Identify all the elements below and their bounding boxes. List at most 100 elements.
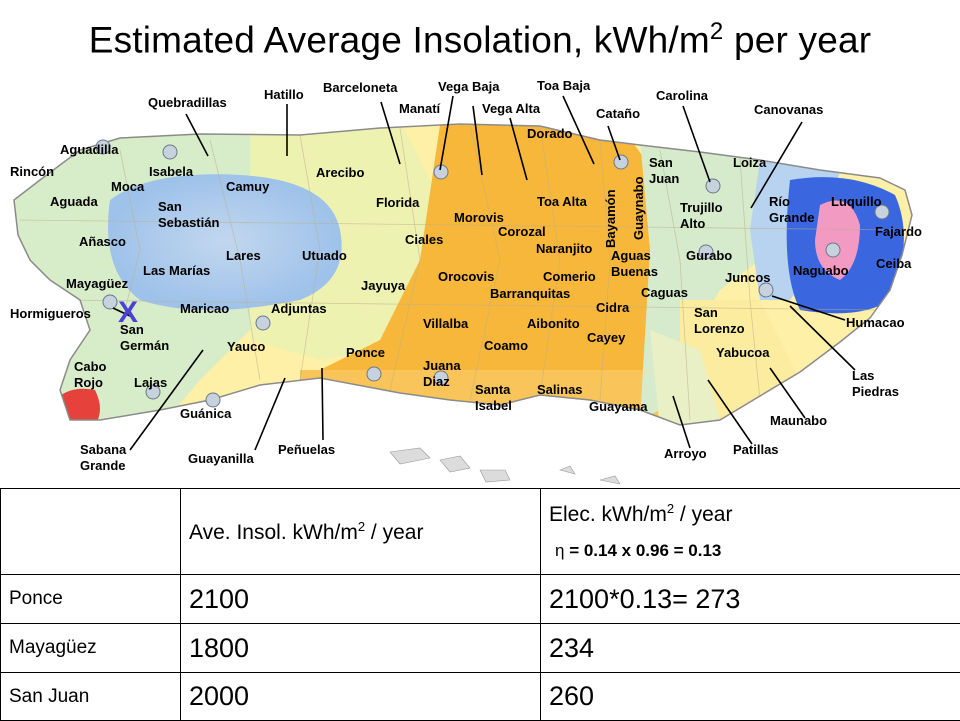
label-san-german: San Germán <box>120 322 169 354</box>
label-guaynabo: Guaynabo <box>631 176 646 240</box>
label-arecibo: Arecibo <box>316 165 364 181</box>
label-adjuntas: Adjuntas <box>271 301 327 317</box>
table-row: Ponce 2100 2100*0.13= 273 <box>1 575 960 624</box>
label-naranjito: Naranjito <box>536 241 592 257</box>
label-maunabo: Maunabo <box>770 413 827 429</box>
efficiency-formula: η = 0.14 x 0.96 = 0.13 <box>549 541 960 561</box>
eta-formula-text: = 0.14 x 0.96 = 0.13 <box>564 541 721 560</box>
title-superscript: 2 <box>710 18 724 45</box>
label-manati: Manatí <box>399 101 440 117</box>
header-electricity-text: Elec. kWh/m <box>549 503 667 526</box>
label-ponce: Ponce <box>346 345 385 361</box>
label-jayuya: Jayuya <box>361 278 405 294</box>
label-utuado: Utuado <box>302 248 347 264</box>
label-camuy: Camuy <box>226 179 269 195</box>
table-row: San Juan 2000 260 <box>1 673 960 721</box>
label-cidra: Cidra <box>596 300 629 316</box>
label-luquillo: Luquillo <box>831 194 882 210</box>
label-hormigueros: Hormigueros <box>10 306 91 322</box>
label-fajardo: Fajardo <box>875 224 922 240</box>
header-electricity-line: Elec. kWh/m2 / year <box>549 501 960 527</box>
label-ciales: Ciales <box>405 232 443 248</box>
label-corozal: Corozal <box>498 224 546 240</box>
label-rio-grande: Río Grande <box>769 194 815 226</box>
label-isabela: Isabela <box>149 164 193 180</box>
label-ceiba: Ceiba <box>876 256 911 272</box>
label-catano: Cataño <box>596 106 640 122</box>
label-salinas: Salinas <box>537 382 583 398</box>
label-florida: Florida <box>376 195 419 211</box>
label-vega-alta: Vega Alta <box>482 101 540 117</box>
label-sabana-grande: Sabana Grande <box>80 442 126 474</box>
header-insolation-sup: 2 <box>358 519 365 534</box>
table-header-row: Ave. Insol. kWh/m2 / year Elec. kWh/m2 /… <box>1 489 960 575</box>
label-humacao: Humacao <box>846 315 905 331</box>
row-electricity: 234 <box>541 624 960 673</box>
label-morovis: Morovis <box>454 210 504 226</box>
label-aguadilla: Aguadilla <box>60 142 119 158</box>
label-naguabo: Naguabo <box>793 263 849 279</box>
label-toa-alta: Toa Alta <box>537 194 587 210</box>
label-coamo: Coamo <box>484 338 528 354</box>
label-guayanilla: Guayanilla <box>188 451 254 467</box>
label-moca: Moca <box>111 179 144 195</box>
row-city: Mayagüez <box>1 624 181 673</box>
label-aguas-buenas: Aguas Buenas <box>611 248 658 280</box>
label-loiza: Loiza <box>733 155 766 171</box>
header-insolation-suffix: / year <box>365 521 423 544</box>
label-orocovis: Orocovis <box>438 269 494 285</box>
title-text: Estimated Average Insolation, kWh/m <box>89 19 710 60</box>
label-bayamon: Bayamón <box>603 189 618 248</box>
label-quebradillas: Quebradillas <box>148 95 227 111</box>
header-empty-cell <box>1 489 181 575</box>
label-aguada: Aguada <box>50 194 98 210</box>
label-mayaguez: Mayagüez <box>66 276 128 292</box>
label-aibonito: Aibonito <box>527 316 580 332</box>
label-las-piedras: Las Piedras <box>852 368 899 400</box>
label-san-juan: San Juan <box>649 155 679 187</box>
label-las-marias: Las Marías <box>143 263 210 279</box>
row-electricity: 2100*0.13= 273 <box>541 575 960 624</box>
insolation-table: Ave. Insol. kWh/m2 / year Elec. kWh/m2 /… <box>0 488 960 721</box>
row-city: Ponce <box>1 575 181 624</box>
title-suffix: per year <box>723 19 871 60</box>
label-toa-baja: Toa Baja <box>537 78 590 94</box>
label-gurabo: Gurabo <box>686 248 732 264</box>
header-insolation-text: Ave. Insol. kWh/m <box>189 521 358 544</box>
row-insolation: 1800 <box>181 624 541 673</box>
label-san-sebastian: San Sebastián <box>158 199 219 231</box>
row-electricity: 260 <box>541 673 960 721</box>
label-caguas: Caguas <box>641 285 688 301</box>
label-penuelas: Peñuelas <box>278 442 335 458</box>
label-trujillo-alto: Trujillo Alto <box>680 200 723 232</box>
row-city: San Juan <box>1 673 181 721</box>
label-lajas: Lajas <box>134 375 167 391</box>
label-barranquitas: Barranquitas <box>490 286 570 302</box>
label-dorado: Dorado <box>527 126 573 142</box>
row-insolation: 2000 <box>181 673 541 721</box>
label-juana-diaz: Juana Diaz <box>423 358 461 390</box>
label-yabucoa: Yabucoa <box>716 345 769 361</box>
label-yauco: Yauco <box>227 339 265 355</box>
label-anasco: Añasco <box>79 234 126 250</box>
label-barceloneta: Barceloneta <box>323 80 397 96</box>
label-cayey: Cayey <box>587 330 625 346</box>
table-row: Mayagüez 1800 234 <box>1 624 960 673</box>
header-electricity-suffix: / year <box>674 503 732 526</box>
label-juncos: Juncos <box>725 270 771 286</box>
label-santa-isabel: Santa Isabel <box>475 382 512 414</box>
label-guayama: Guayama <box>589 399 648 415</box>
header-electricity-sup: 2 <box>667 501 674 516</box>
slide-title: Estimated Average Insolation, kWh/m2 per… <box>0 18 960 61</box>
label-comerio: Comerio <box>543 269 596 285</box>
insolation-map: X Rincón Aguadilla Quebradillas Hatillo … <box>0 72 960 488</box>
row-insolation: 2100 <box>181 575 541 624</box>
label-cabo-rojo: Cabo Rojo <box>74 359 107 391</box>
label-patillas: Patillas <box>733 442 779 458</box>
label-rincon: Rincón <box>10 164 54 180</box>
label-carolina: Carolina <box>656 88 708 104</box>
label-maricao: Maricao <box>180 301 229 317</box>
header-insolation: Ave. Insol. kWh/m2 / year <box>181 489 541 575</box>
label-vega-baja: Vega Baja <box>438 79 499 95</box>
label-arroyo: Arroyo <box>664 446 707 462</box>
